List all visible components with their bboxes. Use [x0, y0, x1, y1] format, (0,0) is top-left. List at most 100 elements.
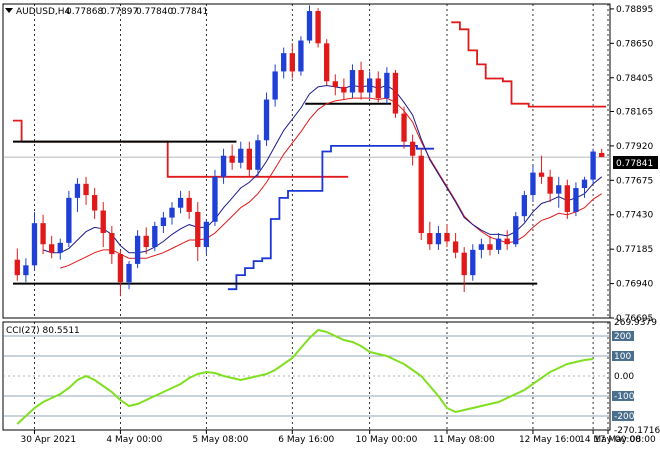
bearish-candle [599, 152, 605, 158]
bearish-candle [444, 233, 450, 242]
time-tick-label: 11 May 08:00 [433, 435, 495, 445]
bullish-candle [435, 233, 442, 245]
time-tick-label: 12 May 16:00 [519, 435, 581, 445]
cci-level-badge [612, 330, 634, 341]
bearish-candle [564, 185, 570, 212]
cci-line [16, 328, 594, 425]
cci-tick-label: -200 [614, 412, 635, 422]
bearish-candle [14, 259, 20, 276]
bearish-candle [341, 86, 347, 93]
bearish-candle [117, 254, 124, 283]
low-value: 0.77840 [136, 7, 173, 17]
time-tick-label: 30 Apr 2021 [20, 435, 76, 445]
bullish-candle [581, 179, 588, 189]
bullish-candle [349, 70, 356, 93]
bullish-candle [74, 183, 81, 198]
chart-header: AUDUSD,H4 0.77868 0.77897 0.77840 0.7784… [5, 7, 208, 17]
price-tick-label: 0.77675 [616, 176, 653, 186]
bullish-candle [530, 172, 536, 196]
bearish-candle [487, 244, 493, 250]
price-tick-label: 0.78650 [616, 39, 653, 49]
price-tick-label: 0.78895 [616, 5, 653, 15]
price-pane [2, 3, 611, 319]
price-tick-label: 0.77920 [616, 142, 653, 152]
bullish-candle [470, 249, 476, 276]
current-price-label: 0.77841 [616, 159, 653, 169]
price-pane-frame [2, 3, 611, 319]
bullish-candle [298, 40, 304, 72]
bullish-candle [177, 197, 184, 208]
cci-tick-label: 100 [614, 352, 631, 362]
bearish-candle [504, 238, 510, 245]
bearish-candle [418, 155, 424, 234]
bullish-candle [160, 217, 167, 226]
bearish-candle [195, 211, 201, 248]
current-price-marker: 0.77841 [613, 156, 658, 169]
time-tick-label: 17 May 08:00 [594, 435, 656, 445]
bullish-candle [384, 72, 390, 99]
bullish-candle [255, 140, 261, 170]
bullish-candle [57, 242, 63, 253]
bullish-candle [31, 223, 38, 266]
bullish-candle [203, 221, 210, 248]
bearish-candle [83, 183, 89, 196]
bearish-candle [315, 11, 321, 44]
bullish-candle [66, 197, 72, 243]
bearish-candle [427, 233, 433, 245]
support-channel-line [227, 145, 435, 291]
bullish-candle [238, 148, 244, 163]
resistance-channel-line [13, 21, 606, 178]
bearish-candle [401, 113, 407, 142]
bullish-candle [478, 244, 485, 250]
cci-tick-label: 0.00 [614, 372, 634, 382]
bullish-candle [281, 53, 287, 72]
bullish-candle [495, 238, 502, 250]
bullish-candle [169, 207, 175, 218]
bearish-candle [289, 53, 295, 72]
bearish-candle [409, 141, 416, 156]
bullish-candle [521, 195, 528, 217]
bearish-candle [452, 241, 459, 253]
bearish-candle [143, 235, 149, 248]
time-tick-label: 4 May 00:00 [106, 435, 162, 445]
bullish-candle [212, 176, 218, 222]
bullish-candle [272, 71, 278, 100]
price-tick-label: 0.76695 [616, 314, 653, 324]
symbol-label: AUDUSD,H4 [16, 7, 71, 17]
price-axis: 0.78895 0.78650 0.78405 0.78165 0.77920 0.776… [610, 5, 660, 436]
bearish-candle [91, 195, 98, 211]
dropdown-arrow-icon[interactable] [5, 8, 13, 13]
high-value: 0.77897 [101, 7, 138, 17]
cci-label: CCI(27) 80.5511 [6, 326, 80, 336]
bullish-candle [23, 265, 29, 276]
bearish-candle [332, 81, 338, 87]
bullish-candle [263, 99, 270, 141]
price-tick-label: 0.77430 [616, 211, 653, 221]
bearish-candle [547, 176, 553, 194]
time-tick-label: 6 May 16:00 [278, 435, 334, 445]
cci-tick-label: 269.9379 [614, 318, 657, 328]
bearish-candle [392, 72, 399, 114]
bearish-candle [358, 70, 364, 93]
bullish-candle [556, 185, 562, 194]
cci-level-badge [612, 390, 634, 401]
bullish-candle [366, 78, 373, 93]
price-tick-label: 0.76940 [616, 280, 653, 290]
price-tick-label: 0.78405 [616, 74, 653, 84]
bullish-candle [134, 235, 141, 264]
bearish-candle [461, 252, 467, 276]
cci-header: CCI(27) 80.5511 [6, 326, 80, 336]
bearish-candle [100, 210, 106, 234]
bearish-candle [49, 244, 55, 253]
time-axis: 30 Apr 2021 4 May 00:00 5 May 08:00 6 May 1… [20, 430, 656, 445]
close-value: 0.77841 [171, 7, 208, 17]
cci-level-badge [612, 350, 634, 361]
bullish-candle [306, 11, 313, 41]
cci-tick-label: 200 [614, 332, 631, 342]
slow-moving-average-line [60, 97, 602, 269]
bullish-candle [220, 155, 227, 177]
bullish-candle [590, 151, 596, 180]
current-price-box [613, 156, 658, 169]
